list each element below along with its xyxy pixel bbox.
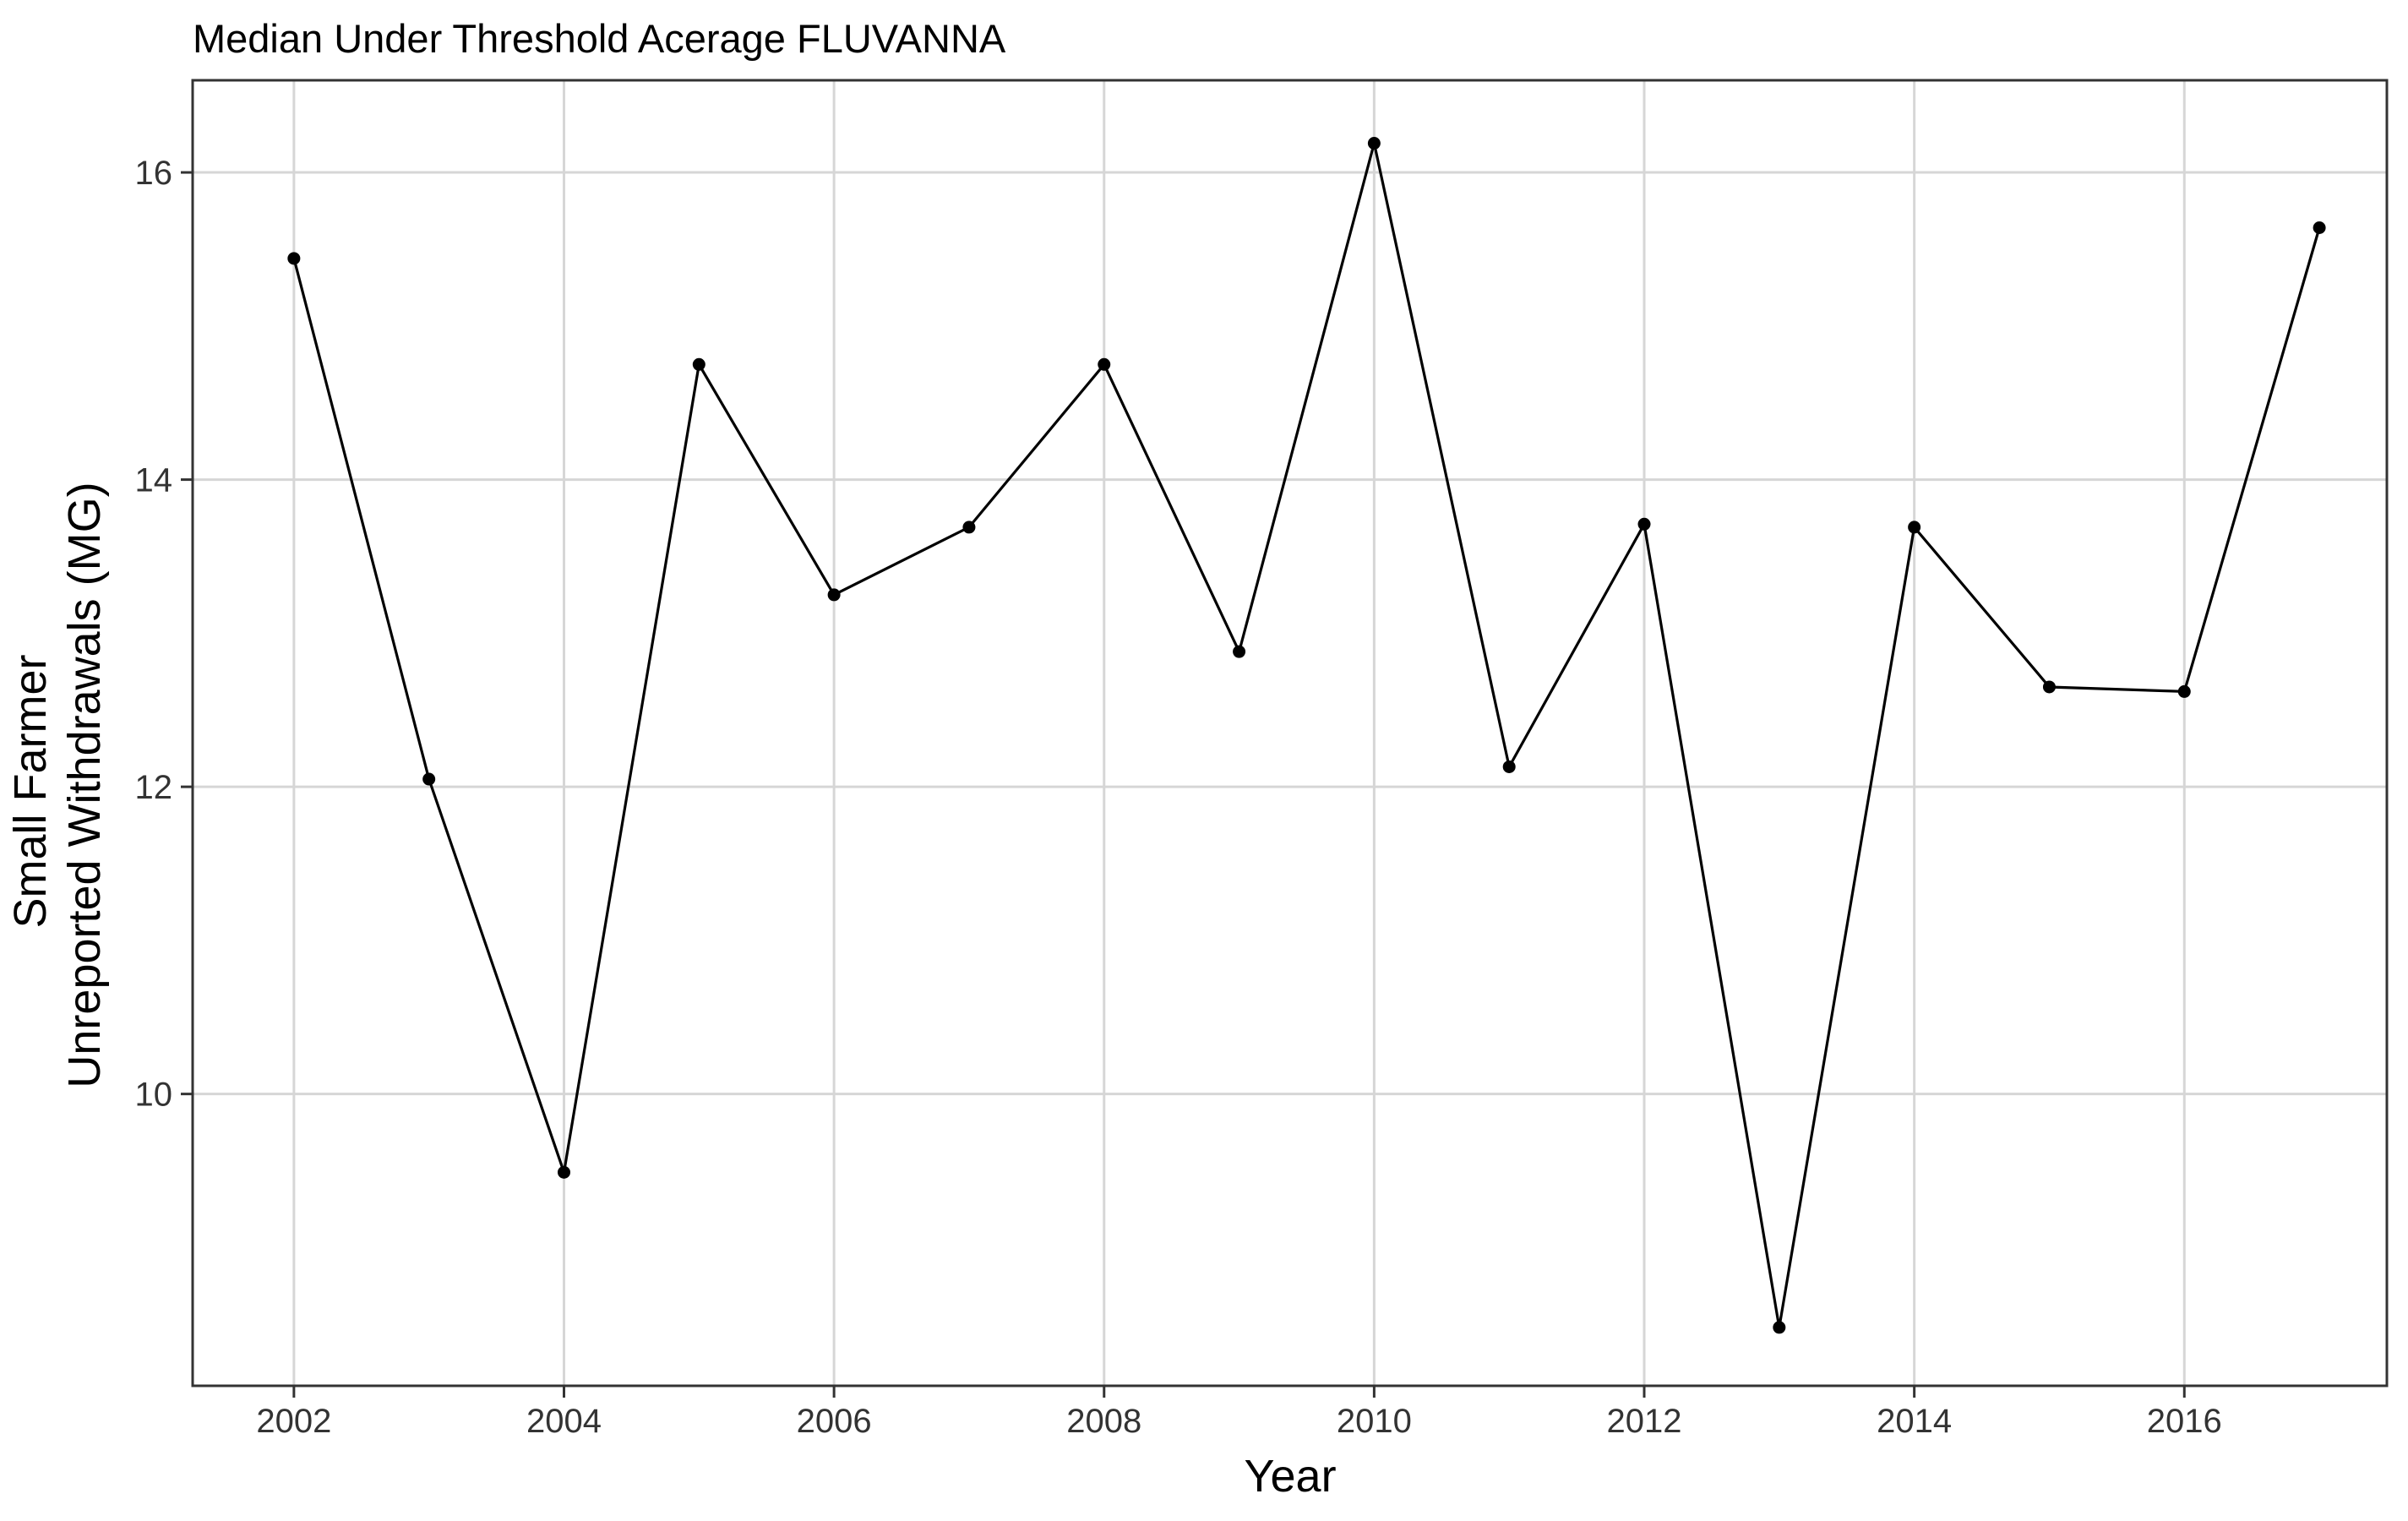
chart-title: Median Under Threshold Acerage FLUVANNA [193,16,1006,61]
x-tick-label: 2016 [2147,1403,2222,1440]
y-axis-title: Small Farmer Unreported Withdrawals (MG) [5,482,110,1088]
y-tick-label: 10 [135,1077,173,1114]
grid-lines [193,80,2387,1386]
axis-ticks [181,171,2186,1398]
y-tick-label: 12 [135,769,173,806]
y-axis-title-line-1: Small Farmer [5,654,56,928]
tick-labels: 2002 2004 2006 2008 2010 2012 2014 2016 10 12 14 16 [135,155,2222,1440]
data-point [557,1165,570,1179]
data-point [2313,221,2326,234]
data-point [1098,357,1111,371]
data-point [1367,137,1381,150]
data-point [1637,517,1651,531]
x-tick-label: 2014 [1877,1403,1952,1440]
data-point [692,357,706,371]
data-point [827,588,841,602]
series-line [292,143,2321,1328]
data-point [1773,1321,1786,1334]
x-tick-label: 2008 [1066,1403,1141,1440]
data-point [2177,684,2191,698]
data-point [422,772,436,786]
y-tick-label: 14 [135,462,173,499]
x-tick-label: 2010 [1337,1403,1412,1440]
x-tick-label: 2012 [1607,1403,1682,1440]
x-tick-label: 2006 [797,1403,872,1440]
plot-panel [191,79,2389,1387]
data-point [1233,645,1246,658]
data-point [287,252,301,265]
x-axis-title: Year [1244,1451,1336,1502]
data-point [1908,521,1921,534]
data-series [287,137,2326,1334]
data-point [962,521,976,534]
x-tick-label: 2002 [256,1403,331,1440]
y-tick-label: 16 [135,155,173,192]
data-point [2042,680,2056,694]
x-tick-label: 2004 [526,1403,602,1440]
data-point [1502,760,1516,773]
y-axis-title-line-2: Unreported Withdrawals (MG) [59,482,110,1088]
